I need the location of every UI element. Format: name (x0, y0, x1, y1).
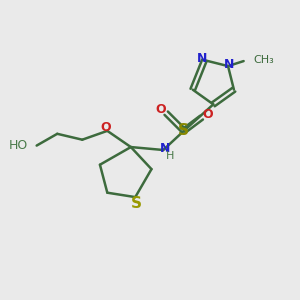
Text: H: H (166, 152, 174, 161)
Text: CH₃: CH₃ (253, 55, 274, 64)
Text: N: N (197, 52, 207, 65)
Text: O: O (156, 103, 166, 116)
Text: N: N (224, 58, 235, 71)
Text: O: O (203, 108, 213, 121)
Text: HO: HO (9, 139, 28, 152)
Text: O: O (100, 121, 111, 134)
Text: N: N (160, 142, 170, 155)
Text: S: S (131, 196, 142, 211)
Text: S: S (178, 123, 189, 138)
